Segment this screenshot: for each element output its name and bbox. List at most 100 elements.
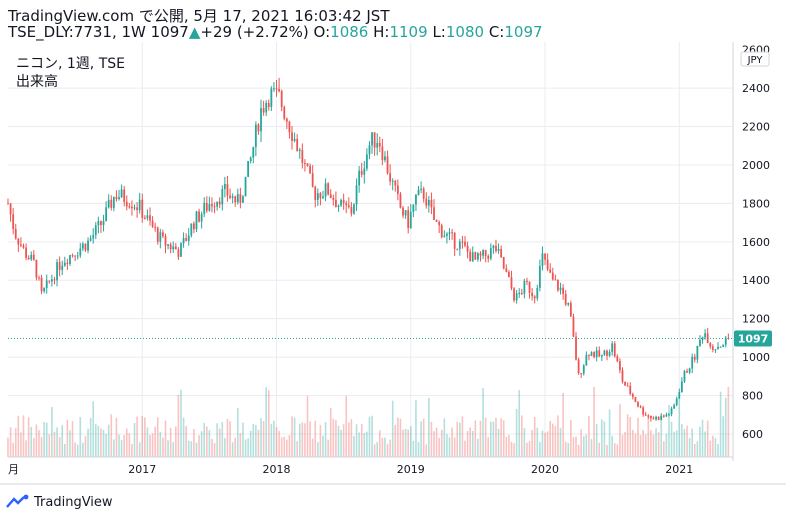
volume-bar bbox=[265, 387, 267, 457]
candle-body bbox=[595, 350, 598, 358]
volume-bar bbox=[601, 419, 603, 457]
volume-bar bbox=[724, 397, 727, 457]
open-label: O: bbox=[313, 23, 331, 41]
volume-bar bbox=[551, 423, 554, 457]
volume-bar bbox=[505, 436, 508, 457]
candle-body bbox=[686, 371, 688, 373]
volume-bar bbox=[206, 426, 208, 457]
volume-bar bbox=[115, 417, 118, 457]
volume-bar bbox=[701, 419, 704, 457]
volume-bar bbox=[267, 390, 270, 457]
volume-bar bbox=[520, 415, 523, 457]
volume-bar bbox=[35, 424, 38, 457]
volume-bar bbox=[198, 435, 200, 457]
candle-body bbox=[38, 277, 40, 279]
volume-bar bbox=[195, 442, 198, 457]
candle-body bbox=[593, 352, 595, 358]
tradingview-logo-icon bbox=[6, 494, 29, 508]
candle-body bbox=[458, 241, 461, 250]
y-tick-label: 600 bbox=[742, 428, 763, 441]
volume-bar bbox=[433, 431, 435, 457]
volume-bar bbox=[691, 428, 694, 457]
low-label: L: bbox=[432, 23, 446, 41]
volume-bar bbox=[598, 442, 601, 457]
candle-body bbox=[154, 226, 157, 228]
x-tick-label: 月 bbox=[8, 463, 19, 476]
candle-body bbox=[327, 183, 330, 195]
candle-body bbox=[177, 249, 180, 257]
volume-bar bbox=[123, 435, 125, 457]
volume-bar bbox=[577, 444, 580, 457]
candle-body bbox=[242, 196, 244, 203]
volume-bar bbox=[644, 434, 647, 457]
volume-bar bbox=[477, 438, 479, 457]
volume-bar bbox=[309, 421, 311, 457]
candle-body bbox=[389, 173, 392, 182]
volume-bar bbox=[262, 421, 265, 457]
volume-bar bbox=[461, 416, 464, 457]
volume-bar bbox=[187, 440, 190, 457]
volume-bar bbox=[208, 430, 211, 457]
volume-bar bbox=[340, 429, 342, 457]
candle-body bbox=[100, 221, 102, 226]
candle-body bbox=[554, 279, 557, 281]
volume-bar bbox=[663, 441, 665, 457]
candle-body bbox=[347, 205, 350, 208]
volume-bar bbox=[102, 429, 105, 457]
volume-bar bbox=[172, 442, 175, 457]
volume-bar bbox=[288, 435, 291, 457]
volume-bar bbox=[709, 440, 712, 457]
volume-bar bbox=[541, 430, 544, 457]
volume-bar bbox=[314, 420, 317, 457]
candle-body bbox=[559, 287, 562, 291]
candle-body bbox=[567, 303, 570, 305]
volume-bar bbox=[539, 441, 541, 457]
candle-body bbox=[616, 356, 619, 362]
volume-bar bbox=[727, 386, 730, 457]
volume-bar bbox=[17, 415, 20, 457]
candle-body bbox=[446, 233, 448, 236]
volume-bar bbox=[712, 435, 714, 457]
volume-bar bbox=[420, 421, 422, 457]
candle-body bbox=[507, 271, 510, 278]
footer-brand[interactable]: TradingView bbox=[6, 494, 113, 510]
volume-bar bbox=[156, 417, 159, 457]
volume-bar bbox=[621, 434, 624, 457]
volume-bar bbox=[706, 420, 709, 457]
volume-bar bbox=[66, 419, 69, 457]
candle-body bbox=[30, 254, 33, 260]
volume-bar bbox=[216, 423, 218, 457]
candle-body bbox=[564, 293, 567, 305]
volume-bar bbox=[619, 404, 621, 457]
candle-body bbox=[301, 149, 304, 163]
candle-body bbox=[203, 202, 206, 215]
volume-bar bbox=[490, 421, 492, 457]
currency-box bbox=[740, 51, 770, 67]
volume-bar bbox=[469, 427, 471, 457]
volume-bar bbox=[593, 386, 595, 457]
candle-body bbox=[322, 196, 324, 199]
volume-bar bbox=[722, 416, 724, 457]
volume-bar bbox=[94, 423, 97, 457]
candle-body bbox=[223, 183, 226, 190]
volume-bar bbox=[84, 435, 87, 457]
volume-bar bbox=[394, 424, 397, 457]
candle-body bbox=[211, 204, 213, 207]
candle-body bbox=[231, 196, 234, 198]
candle-body bbox=[164, 236, 167, 246]
volume-bar bbox=[616, 444, 619, 457]
last-price-tag bbox=[734, 330, 772, 347]
volume-bar bbox=[136, 416, 138, 457]
candle-body bbox=[531, 292, 534, 297]
candle-body bbox=[172, 246, 175, 250]
candle-body bbox=[660, 415, 663, 420]
candle-body bbox=[557, 280, 559, 291]
volume-bar bbox=[582, 436, 585, 457]
volume-bar bbox=[637, 417, 639, 457]
volume-legend: 出来高 bbox=[16, 74, 58, 90]
candle-body bbox=[608, 351, 611, 356]
candle-body bbox=[112, 196, 115, 208]
volume-bar bbox=[149, 434, 151, 457]
volume-bar bbox=[629, 416, 632, 457]
